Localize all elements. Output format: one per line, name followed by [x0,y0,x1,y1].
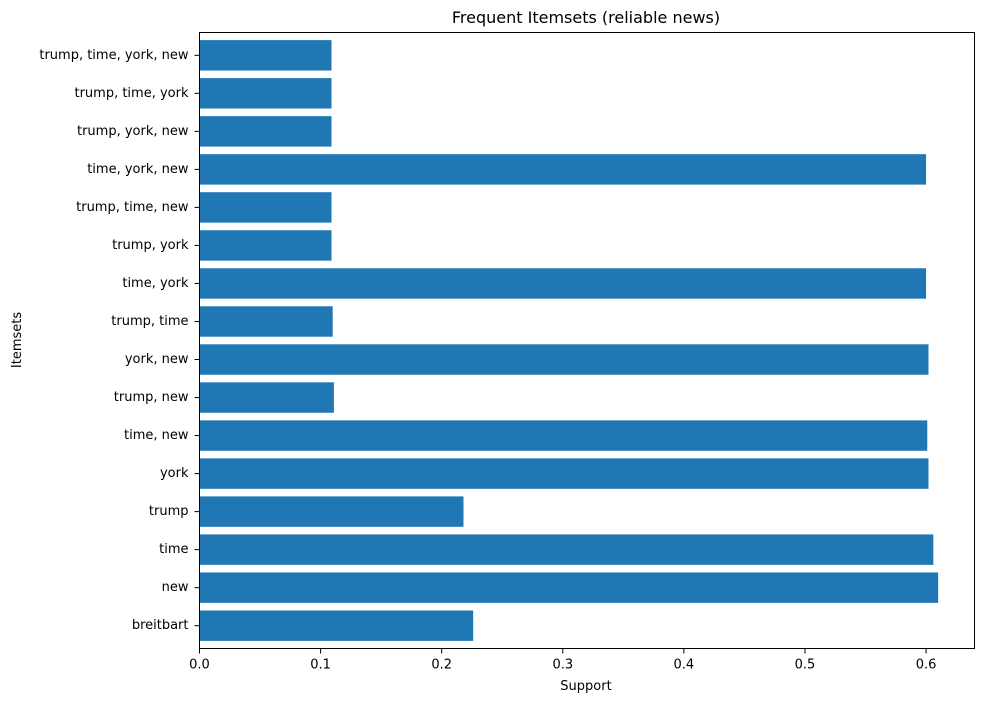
y-axis-label: Itemsets [10,312,25,368]
plot-frame [199,32,975,649]
x-ticks-group: 0.0 0.1 0.2 0.3 0.4 0.5 0.6 [189,648,937,673]
bar [199,192,332,223]
x-tick-label: 0.0 [189,658,210,673]
y-tick-label: breitbart [132,618,189,633]
bar [199,534,934,565]
y-tick-label: trump, new [114,390,189,405]
y-tick-label: trump, time [111,314,188,329]
chart-title: Frequent Itemsets (reliable news) [452,8,720,27]
x-tick-label: 0.5 [795,658,816,673]
bar [199,78,332,109]
x-tick-label: 0.3 [552,658,573,673]
bar [199,420,928,451]
y-tick-label: time, new [124,428,189,443]
bar [199,382,334,413]
y-ticks-group: breitbart new time trump york time, new trump,… [39,48,200,633]
bar [199,154,927,185]
y-tick-label: time, york [122,276,189,291]
bar [199,268,927,299]
y-tick-label: new [162,580,189,595]
y-tick-label: trump, york, new [77,124,189,139]
bars-group [199,40,939,641]
x-axis-label: Support [560,679,611,694]
bar [199,458,929,489]
bar [199,40,332,71]
y-tick-label: time, york, new [87,162,189,177]
bar [199,572,939,603]
bar [199,344,929,375]
y-tick-label: trump [149,504,189,519]
x-tick-label: 0.6 [916,658,937,673]
bar [199,116,332,147]
x-tick-label: 0.1 [310,658,331,673]
y-tick-label: trump, time, york, new [39,48,189,63]
x-tick-label: 0.4 [674,658,695,673]
y-tick-label: york, new [125,352,189,367]
x-tick-label: 0.2 [431,658,452,673]
y-tick-label: trump, time, new [76,200,189,215]
bar [199,610,474,641]
y-tick-label: time [159,542,188,557]
y-tick-label: trump, york [112,238,189,253]
y-tick-label: york [160,466,189,481]
bar [199,496,464,527]
y-tick-label: trump, time, york [74,86,188,101]
bar [199,306,333,337]
bar [199,230,332,261]
